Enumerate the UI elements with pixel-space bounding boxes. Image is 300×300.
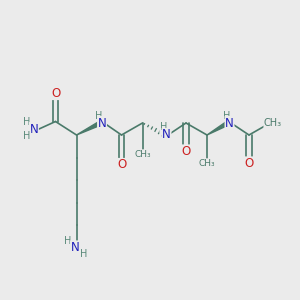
- Text: N: N: [225, 116, 234, 130]
- Text: H: H: [223, 110, 230, 121]
- Text: N: N: [70, 241, 80, 254]
- Text: O: O: [244, 157, 253, 170]
- Polygon shape: [76, 121, 101, 135]
- Text: H: H: [64, 236, 71, 246]
- Text: CH₃: CH₃: [264, 118, 282, 128]
- Text: O: O: [117, 158, 126, 172]
- Polygon shape: [207, 121, 229, 135]
- Text: O: O: [182, 145, 190, 158]
- Text: CH₃: CH₃: [199, 159, 215, 168]
- Text: H: H: [80, 249, 88, 259]
- Text: N: N: [98, 116, 106, 130]
- Text: N: N: [29, 122, 38, 136]
- Text: H: H: [95, 110, 103, 121]
- Text: N: N: [162, 128, 171, 142]
- Text: H: H: [160, 122, 167, 133]
- Text: CH₃: CH₃: [134, 150, 151, 159]
- Text: H: H: [23, 130, 31, 141]
- Text: H: H: [23, 117, 31, 128]
- Text: O: O: [51, 86, 60, 100]
